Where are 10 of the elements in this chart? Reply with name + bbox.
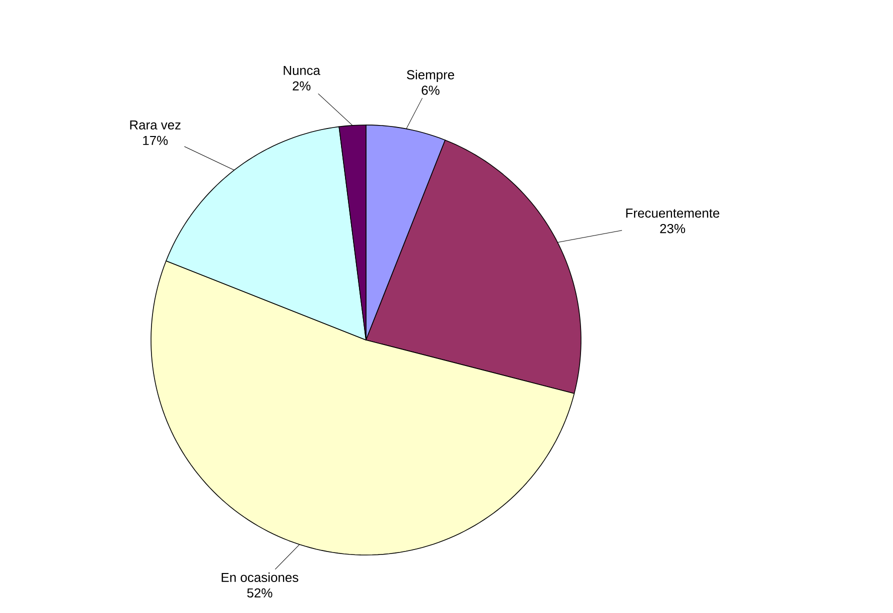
data-label: 52%: [247, 588, 272, 598]
data-label: 23%: [660, 224, 686, 234]
slice-label: Siempre: [406, 70, 454, 82]
data-label: 17%: [143, 136, 168, 145]
slice-label: En ocasiones: [222, 572, 298, 582]
slice-label: Nunca: [284, 66, 320, 76]
data-label: 2%: [292, 81, 310, 90]
slice-label: Rara vez: [130, 120, 181, 130]
data-label: 6%: [422, 86, 440, 95]
slice-label: Frecuentemente: [626, 208, 720, 218]
